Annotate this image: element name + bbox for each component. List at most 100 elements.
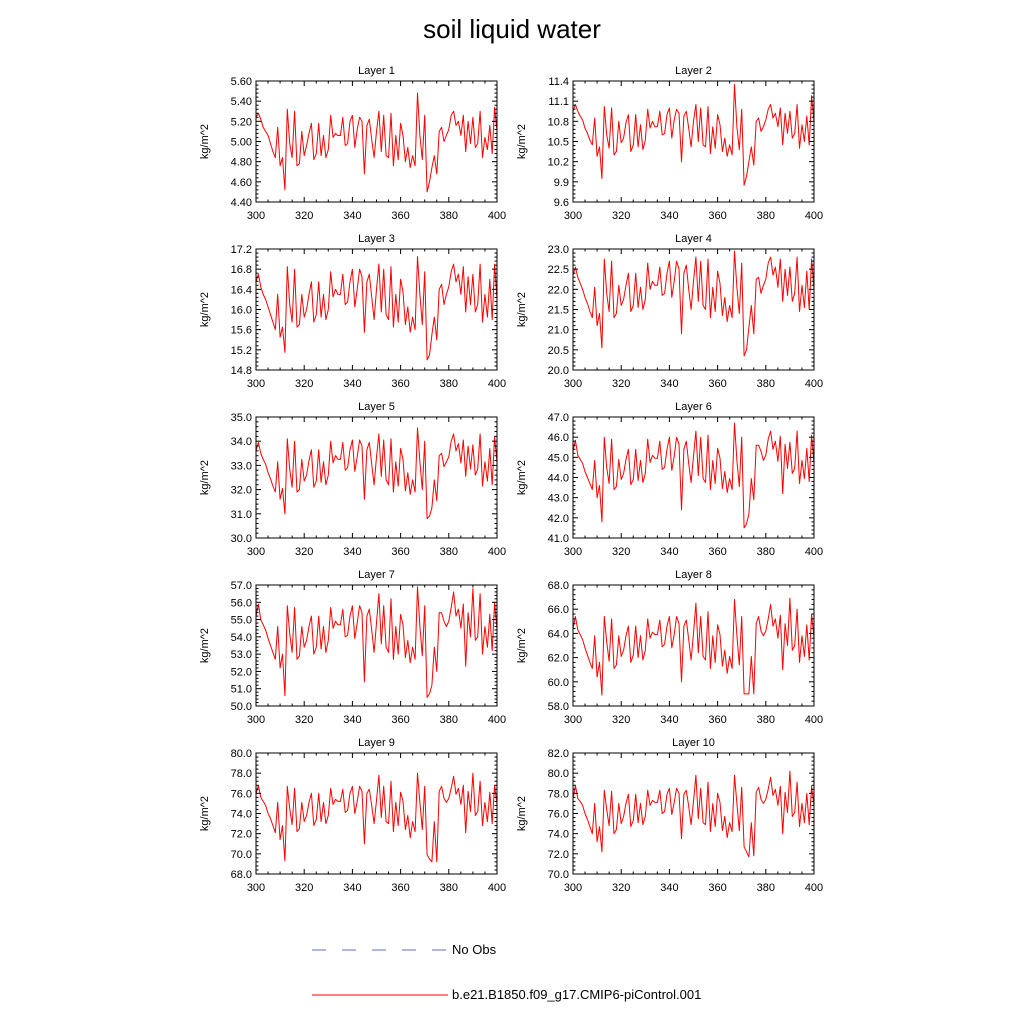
x-tick-label: 380 <box>757 378 775 390</box>
legend-label-model-run: b.e21.B1850.f09_g17.CMIP6-piControl.001 <box>452 987 702 1002</box>
y-tick-label: 5.40 <box>231 96 252 108</box>
x-tick-label: 380 <box>440 714 458 726</box>
y-tick-label: 4.60 <box>231 177 252 189</box>
x-tick-label: 340 <box>660 882 678 894</box>
y-tick-label: 44.0 <box>548 473 569 485</box>
y-axis-label: kg/m^2 <box>516 124 528 159</box>
data-series-line <box>255 427 498 520</box>
y-tick-label: 30.0 <box>231 533 252 545</box>
x-tick-label: 380 <box>440 546 458 558</box>
y-tick-label: 62.0 <box>548 653 569 665</box>
y-tick-label: 11.4 <box>548 76 569 88</box>
panel-title: Layer 3 <box>358 233 395 245</box>
y-axis-label: kg/m^2 <box>199 628 211 663</box>
panel-title: Layer 10 <box>672 737 715 749</box>
panel-title: Layer 8 <box>675 569 712 581</box>
y-tick-label: 16.0 <box>231 305 252 317</box>
y-tick-label: 9.9 <box>554 177 569 189</box>
panel-layer-3: Layer 3 kg/m^2 300 320 340 360 380 400 14.8 15.2 1… <box>199 233 506 390</box>
legend-label-no-obs: No Obs <box>452 942 497 957</box>
y-tick-label: 80.0 <box>231 748 252 760</box>
x-tick-label: 300 <box>564 210 582 222</box>
y-tick-label: 64.0 <box>548 628 569 640</box>
x-tick-label: 320 <box>295 546 313 558</box>
x-tick-label: 300 <box>564 714 582 726</box>
x-tick-label: 360 <box>708 546 726 558</box>
x-tick-label: 360 <box>391 546 409 558</box>
x-tick-label: 360 <box>391 882 409 894</box>
y-axis-label: kg/m^2 <box>516 460 528 495</box>
y-tick-label: 78.0 <box>548 788 569 800</box>
y-tick-label: 74.0 <box>548 829 569 841</box>
x-tick-label: 400 <box>805 714 823 726</box>
y-tick-label: 72.0 <box>231 829 252 841</box>
panel-title: Layer 9 <box>358 737 395 749</box>
panel-title: Layer 2 <box>675 65 712 77</box>
y-tick-label: 56.0 <box>231 597 252 609</box>
panel-title: Layer 4 <box>675 233 712 245</box>
panel-title: Layer 6 <box>675 401 712 413</box>
x-tick-label: 360 <box>708 882 726 894</box>
y-tick-label: 42.0 <box>548 513 569 525</box>
data-series-line <box>572 250 815 357</box>
x-tick-label: 300 <box>247 882 265 894</box>
y-tick-label: 55.0 <box>231 615 252 627</box>
y-tick-label: 10.8 <box>548 116 569 128</box>
x-tick-label: 400 <box>805 546 823 558</box>
x-tick-label: 340 <box>660 546 678 558</box>
data-series-line <box>255 586 498 698</box>
legend <box>312 949 448 996</box>
x-tick-label: 320 <box>612 210 630 222</box>
panel-layer-7: Layer 7 kg/m^2 300 320 340 360 380 400 50.0 51.0 5… <box>199 569 506 726</box>
y-tick-label: 10.2 <box>548 157 569 169</box>
x-tick-label: 340 <box>343 546 361 558</box>
y-axis-label: kg/m^2 <box>516 292 528 327</box>
y-tick-label: 50.0 <box>231 701 252 713</box>
panel-layer-2: Layer 2 kg/m^2 300 320 340 360 380 400 9.6 9.9 10.… <box>516 65 823 222</box>
y-tick-label: 16.8 <box>231 264 252 276</box>
plot-frame <box>572 584 815 707</box>
x-tick-label: 320 <box>612 714 630 726</box>
x-tick-label: 400 <box>488 210 506 222</box>
x-tick-label: 320 <box>295 714 313 726</box>
x-tick-label: 340 <box>343 210 361 222</box>
panel-layer-4: Layer 4 kg/m^2 300 320 340 360 380 400 20.0 20.5 2… <box>516 233 823 390</box>
y-tick-label: 43.0 <box>548 493 569 505</box>
y-tick-label: 10.5 <box>548 137 569 149</box>
panel-layer-6: Layer 6 kg/m^2 300 320 340 360 380 400 41.0 42.0 4… <box>516 401 823 558</box>
x-tick-label: 380 <box>440 882 458 894</box>
y-tick-label: 21.5 <box>548 305 569 317</box>
y-axis-label: kg/m^2 <box>516 796 528 831</box>
y-tick-label: 80.0 <box>548 768 569 780</box>
y-tick-label: 51.0 <box>231 684 252 696</box>
y-tick-label: 5.20 <box>231 116 252 128</box>
panel-layer-9: Layer 9 kg/m^2 300 320 340 360 380 400 68.0 70.0 7… <box>199 737 506 894</box>
x-tick-label: 300 <box>247 714 265 726</box>
x-tick-label: 400 <box>805 210 823 222</box>
y-tick-label: 23.0 <box>548 244 569 256</box>
x-tick-label: 360 <box>708 714 726 726</box>
y-tick-label: 68.0 <box>548 580 569 592</box>
y-tick-label: 15.6 <box>231 325 252 337</box>
x-tick-label: 340 <box>660 210 678 222</box>
x-tick-label: 320 <box>612 882 630 894</box>
x-tick-label: 360 <box>391 210 409 222</box>
x-tick-label: 300 <box>564 378 582 390</box>
y-tick-label: 32.0 <box>231 485 252 497</box>
data-series-line <box>572 597 815 696</box>
x-tick-label: 380 <box>757 546 775 558</box>
y-tick-label: 20.0 <box>548 365 569 377</box>
x-tick-label: 340 <box>343 714 361 726</box>
y-tick-label: 70.0 <box>231 849 252 861</box>
plot-frame <box>255 752 498 875</box>
y-axis-label: kg/m^2 <box>516 628 528 663</box>
plot-frame <box>572 752 815 875</box>
y-tick-label: 72.0 <box>548 849 569 861</box>
x-tick-label: 340 <box>660 378 678 390</box>
y-tick-label: 60.0 <box>548 677 569 689</box>
y-axis-label: kg/m^2 <box>199 460 211 495</box>
x-tick-label: 380 <box>757 210 775 222</box>
y-tick-label: 78.0 <box>231 768 252 780</box>
x-tick-label: 320 <box>612 378 630 390</box>
y-tick-label: 58.0 <box>548 701 569 713</box>
